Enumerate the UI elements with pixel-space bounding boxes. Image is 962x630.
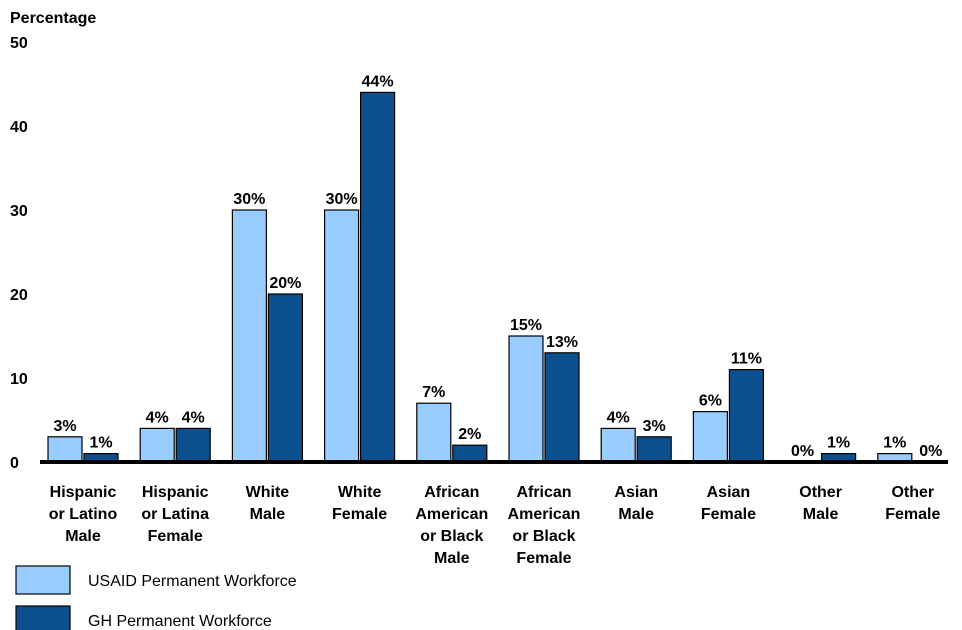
category-label: or Black [420, 528, 483, 545]
bar-value-label: 7% [422, 384, 445, 401]
bar [324, 209, 360, 463]
bar [508, 335, 544, 463]
category-label: African [516, 484, 571, 501]
category-label: Asian [614, 484, 658, 501]
bar-value-label: 15% [510, 317, 542, 334]
bar-value-label: 1% [89, 435, 112, 452]
bar-value-label: 44% [362, 73, 394, 90]
bar [231, 209, 267, 463]
category-label: African [424, 484, 479, 501]
category-label: White [246, 484, 290, 501]
category-label: Male [250, 506, 286, 523]
y-tick-label: 40 [10, 119, 28, 136]
bar-value-label: 20% [269, 275, 301, 292]
bar [728, 369, 765, 463]
category-label: Other [799, 484, 842, 501]
y-tick-label: 0 [10, 455, 19, 472]
category-label: White [338, 484, 382, 501]
bar [452, 444, 488, 463]
category-label: Male [618, 506, 654, 523]
category-label: American [508, 506, 581, 523]
bar-value-label: 4% [607, 409, 630, 426]
legend-swatch [15, 605, 71, 630]
bar [47, 436, 83, 463]
bar [360, 91, 396, 463]
bar [139, 427, 175, 463]
bar-value-label: 4% [146, 409, 169, 426]
category-label: or Latino [49, 506, 118, 523]
bars [47, 91, 913, 463]
y-axis-title: Percentage [10, 10, 96, 27]
bar [600, 427, 636, 463]
y-tick-label: 50 [10, 35, 28, 52]
bar [544, 352, 580, 463]
bar-value-label: 3% [643, 418, 666, 435]
bar-value-label: 30% [326, 191, 358, 208]
bar-value-label: 13% [546, 334, 578, 351]
bar-value-label: 30% [233, 191, 265, 208]
category-label: Hispanic [142, 484, 209, 501]
bar-value-label: 0% [791, 443, 814, 460]
category-label: or Black [512, 528, 575, 545]
category-label: Female [148, 528, 203, 545]
bar [416, 402, 452, 463]
bar [175, 427, 211, 463]
legend: USAID Permanent Workforce GH Permanent Wo… [15, 565, 297, 630]
bar [692, 411, 729, 463]
bar-value-label: 0% [919, 443, 942, 460]
bar-value-label: 11% [731, 351, 762, 368]
category-label: Male [803, 506, 839, 523]
category-label: Hispanic [50, 484, 117, 501]
y-tick-label: 30 [10, 203, 28, 220]
y-tick-label: 20 [10, 287, 28, 304]
legend-swatch [15, 565, 71, 595]
category-label: Other [891, 484, 934, 501]
category-label: Female [885, 506, 940, 523]
bar [267, 293, 303, 463]
bar-value-label: 1% [827, 435, 850, 452]
category-label: Male [434, 550, 470, 567]
y-axis-ticks: 0 10 20 30 40 50 [10, 35, 28, 472]
category-label: Male [65, 528, 101, 545]
legend-label: USAID Permanent Workforce [88, 573, 297, 590]
bar-value-label: 4% [182, 409, 205, 426]
category-label: Asian [707, 484, 751, 501]
category-label: Female [701, 506, 756, 523]
category-label: or Latina [141, 506, 209, 523]
bar-value-labels: 3% 1% 4% 4% 30% 20% 30% 44% 7% 2% 15%13% 4% 3% 6% 11% 0… [53, 73, 942, 460]
legend-label: GH Permanent Workforce [88, 613, 272, 630]
category-labels: Hispanic or Latino Male Hispanic or Latina Fe… [49, 484, 941, 567]
bar-value-label: 3% [53, 418, 76, 435]
bar-value-label: 2% [458, 426, 481, 443]
category-label: American [415, 506, 488, 523]
category-label: Female [516, 550, 571, 567]
bar-value-label: 1% [883, 435, 906, 452]
category-label: Female [332, 506, 387, 523]
bar-value-label: 6% [699, 393, 722, 410]
y-tick-label: 10 [10, 371, 28, 388]
bar [636, 436, 672, 463]
